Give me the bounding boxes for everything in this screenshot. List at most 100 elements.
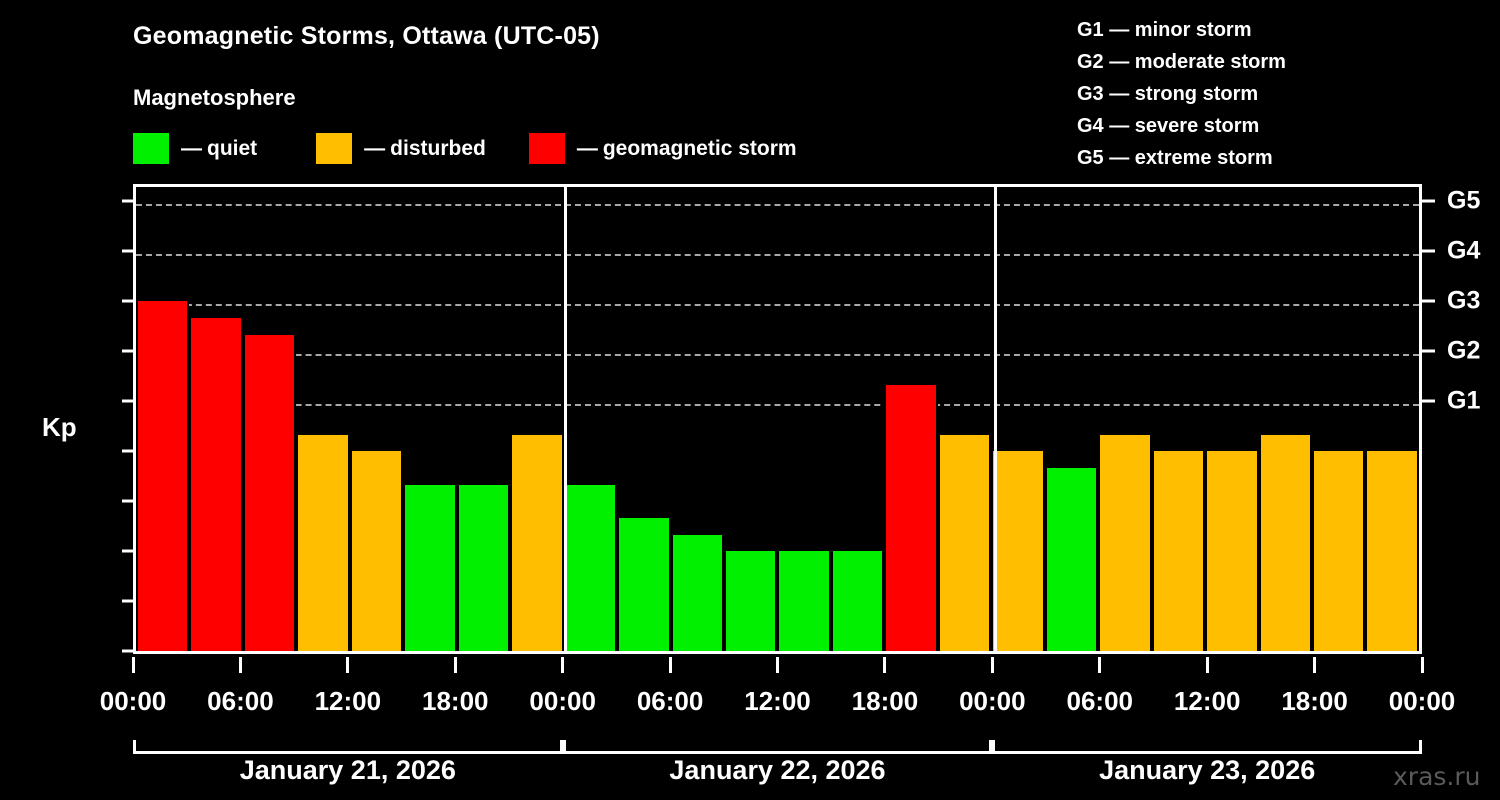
bar[interactable] (403, 484, 457, 651)
series-group-label: Magnetosphere (133, 85, 296, 110)
legend-item-geomagnetic-storm: — geomagnetic storm (528, 133, 797, 164)
disturbed-swatch (316, 133, 353, 164)
x-tick-label: 00:00 (529, 686, 596, 716)
bar-cell[interactable] (617, 187, 671, 651)
g-legend-row-1: G1 — minor storm (1077, 19, 1252, 41)
x-tick-label: 00:00 (99, 686, 167, 716)
day-bracket (992, 740, 1422, 754)
g-tick-label-G1: G1 (1447, 386, 1481, 415)
x-tick-label: 00:00 (1388, 686, 1456, 716)
y-tick-mark (122, 499, 133, 503)
bar[interactable] (349, 451, 404, 651)
x-tick-label: 06:00 (636, 686, 704, 716)
bar-cell[interactable] (1205, 187, 1259, 651)
bar[interactable] (189, 317, 243, 651)
day-label: January 23, 2026 (1099, 755, 1316, 785)
bar-cell[interactable] (296, 187, 350, 651)
bar[interactable] (1311, 451, 1366, 651)
storm-swatch (528, 133, 565, 164)
g-tick-label-G5: G5 (1447, 186, 1481, 215)
bar[interactable] (617, 517, 671, 651)
x-tick-mark (346, 657, 350, 673)
gridlines (136, 187, 1419, 651)
bar-cell[interactable] (884, 187, 938, 651)
bar[interactable] (884, 384, 938, 651)
y-tick-mark (122, 299, 133, 303)
y-tick-mark (122, 399, 133, 403)
x-tick-mark (668, 657, 672, 673)
bar-cell[interactable] (403, 187, 457, 651)
y-tick-mark (122, 549, 133, 553)
bar-cell[interactable] (563, 187, 618, 651)
bar[interactable] (242, 334, 297, 651)
bar[interactable] (991, 451, 1045, 651)
bar[interactable] (1205, 451, 1259, 651)
g-legend-row-2: G2 — moderate storm (1077, 51, 1286, 73)
bar[interactable] (937, 434, 992, 651)
gridline-kp-9 (136, 204, 1419, 206)
bar[interactable] (777, 551, 831, 651)
bar-cell[interactable] (991, 187, 1045, 651)
bar-cell[interactable] (349, 187, 404, 651)
y-tick-mark (122, 449, 133, 453)
legend-label: geomagnetic storm (602, 136, 797, 160)
bar-cell[interactable] (242, 187, 297, 651)
bar-cell[interactable] (777, 187, 831, 651)
bar[interactable] (723, 551, 778, 651)
bar[interactable] (563, 484, 618, 651)
bar-cell[interactable] (1098, 187, 1152, 651)
bar[interactable] (1151, 451, 1206, 651)
day-bracket (562, 740, 993, 754)
bar-cell[interactable] (1365, 187, 1419, 651)
x-tick-label: 18:00 (422, 686, 489, 716)
bar-series (136, 187, 1419, 651)
y-tick-mark (122, 199, 133, 203)
x-tick-mark (1098, 657, 1102, 673)
x-tick-mark (883, 657, 887, 673)
x-tick-label: 12:00 (314, 686, 382, 716)
bar[interactable] (296, 434, 350, 651)
legend-dash: — (364, 136, 386, 160)
bar-cell[interactable] (670, 187, 724, 651)
x-tick-label: 06:00 (207, 686, 274, 716)
legend-dash: — (181, 136, 202, 160)
bar-cell[interactable] (136, 187, 190, 651)
bar[interactable] (510, 434, 564, 651)
bar[interactable] (1098, 434, 1152, 651)
bar-cell[interactable] (510, 187, 564, 651)
bar-cell[interactable] (189, 187, 243, 651)
gridline-kp-8 (136, 254, 1419, 256)
bar-cell[interactable] (1151, 187, 1206, 651)
bar[interactable] (1044, 467, 1099, 651)
bar-cell[interactable] (937, 187, 992, 651)
bar[interactable] (1365, 451, 1419, 651)
bar-cell[interactable] (1311, 187, 1366, 651)
bar-cell[interactable] (1044, 187, 1099, 651)
x-tick-label: 18:00 (851, 686, 919, 716)
bar-cell[interactable] (723, 187, 778, 651)
x-tick-mark (1420, 657, 1424, 673)
g-tick-mark (1422, 299, 1435, 303)
day-label: January 21, 2026 (239, 755, 456, 785)
x-tick-mark (1313, 657, 1317, 673)
plot-area (133, 184, 1422, 654)
bar[interactable] (456, 484, 511, 651)
y-tick-mark (122, 349, 133, 353)
x-tick-mark (453, 657, 457, 673)
bar-cell[interactable] (1258, 187, 1312, 651)
x-tick-label: 12:00 (744, 686, 811, 716)
day-separator (564, 184, 568, 651)
bar[interactable] (670, 534, 724, 651)
bar-cell[interactable] (830, 187, 885, 651)
bar[interactable] (1258, 434, 1312, 651)
x-tick-mark (238, 657, 242, 673)
bar[interactable] (136, 301, 190, 651)
x-tick-mark (776, 657, 779, 673)
g-scale-legend: G1 — minor storm G2 — moderate storm G3 — … (1077, 14, 1286, 174)
bar-cell[interactable] (456, 187, 511, 651)
bar[interactable] (830, 551, 885, 651)
color-legend: — quiet — disturbed — geomagnetic storm (133, 133, 797, 164)
legend-dash: — (576, 136, 598, 160)
y-tick-mark (122, 599, 133, 603)
